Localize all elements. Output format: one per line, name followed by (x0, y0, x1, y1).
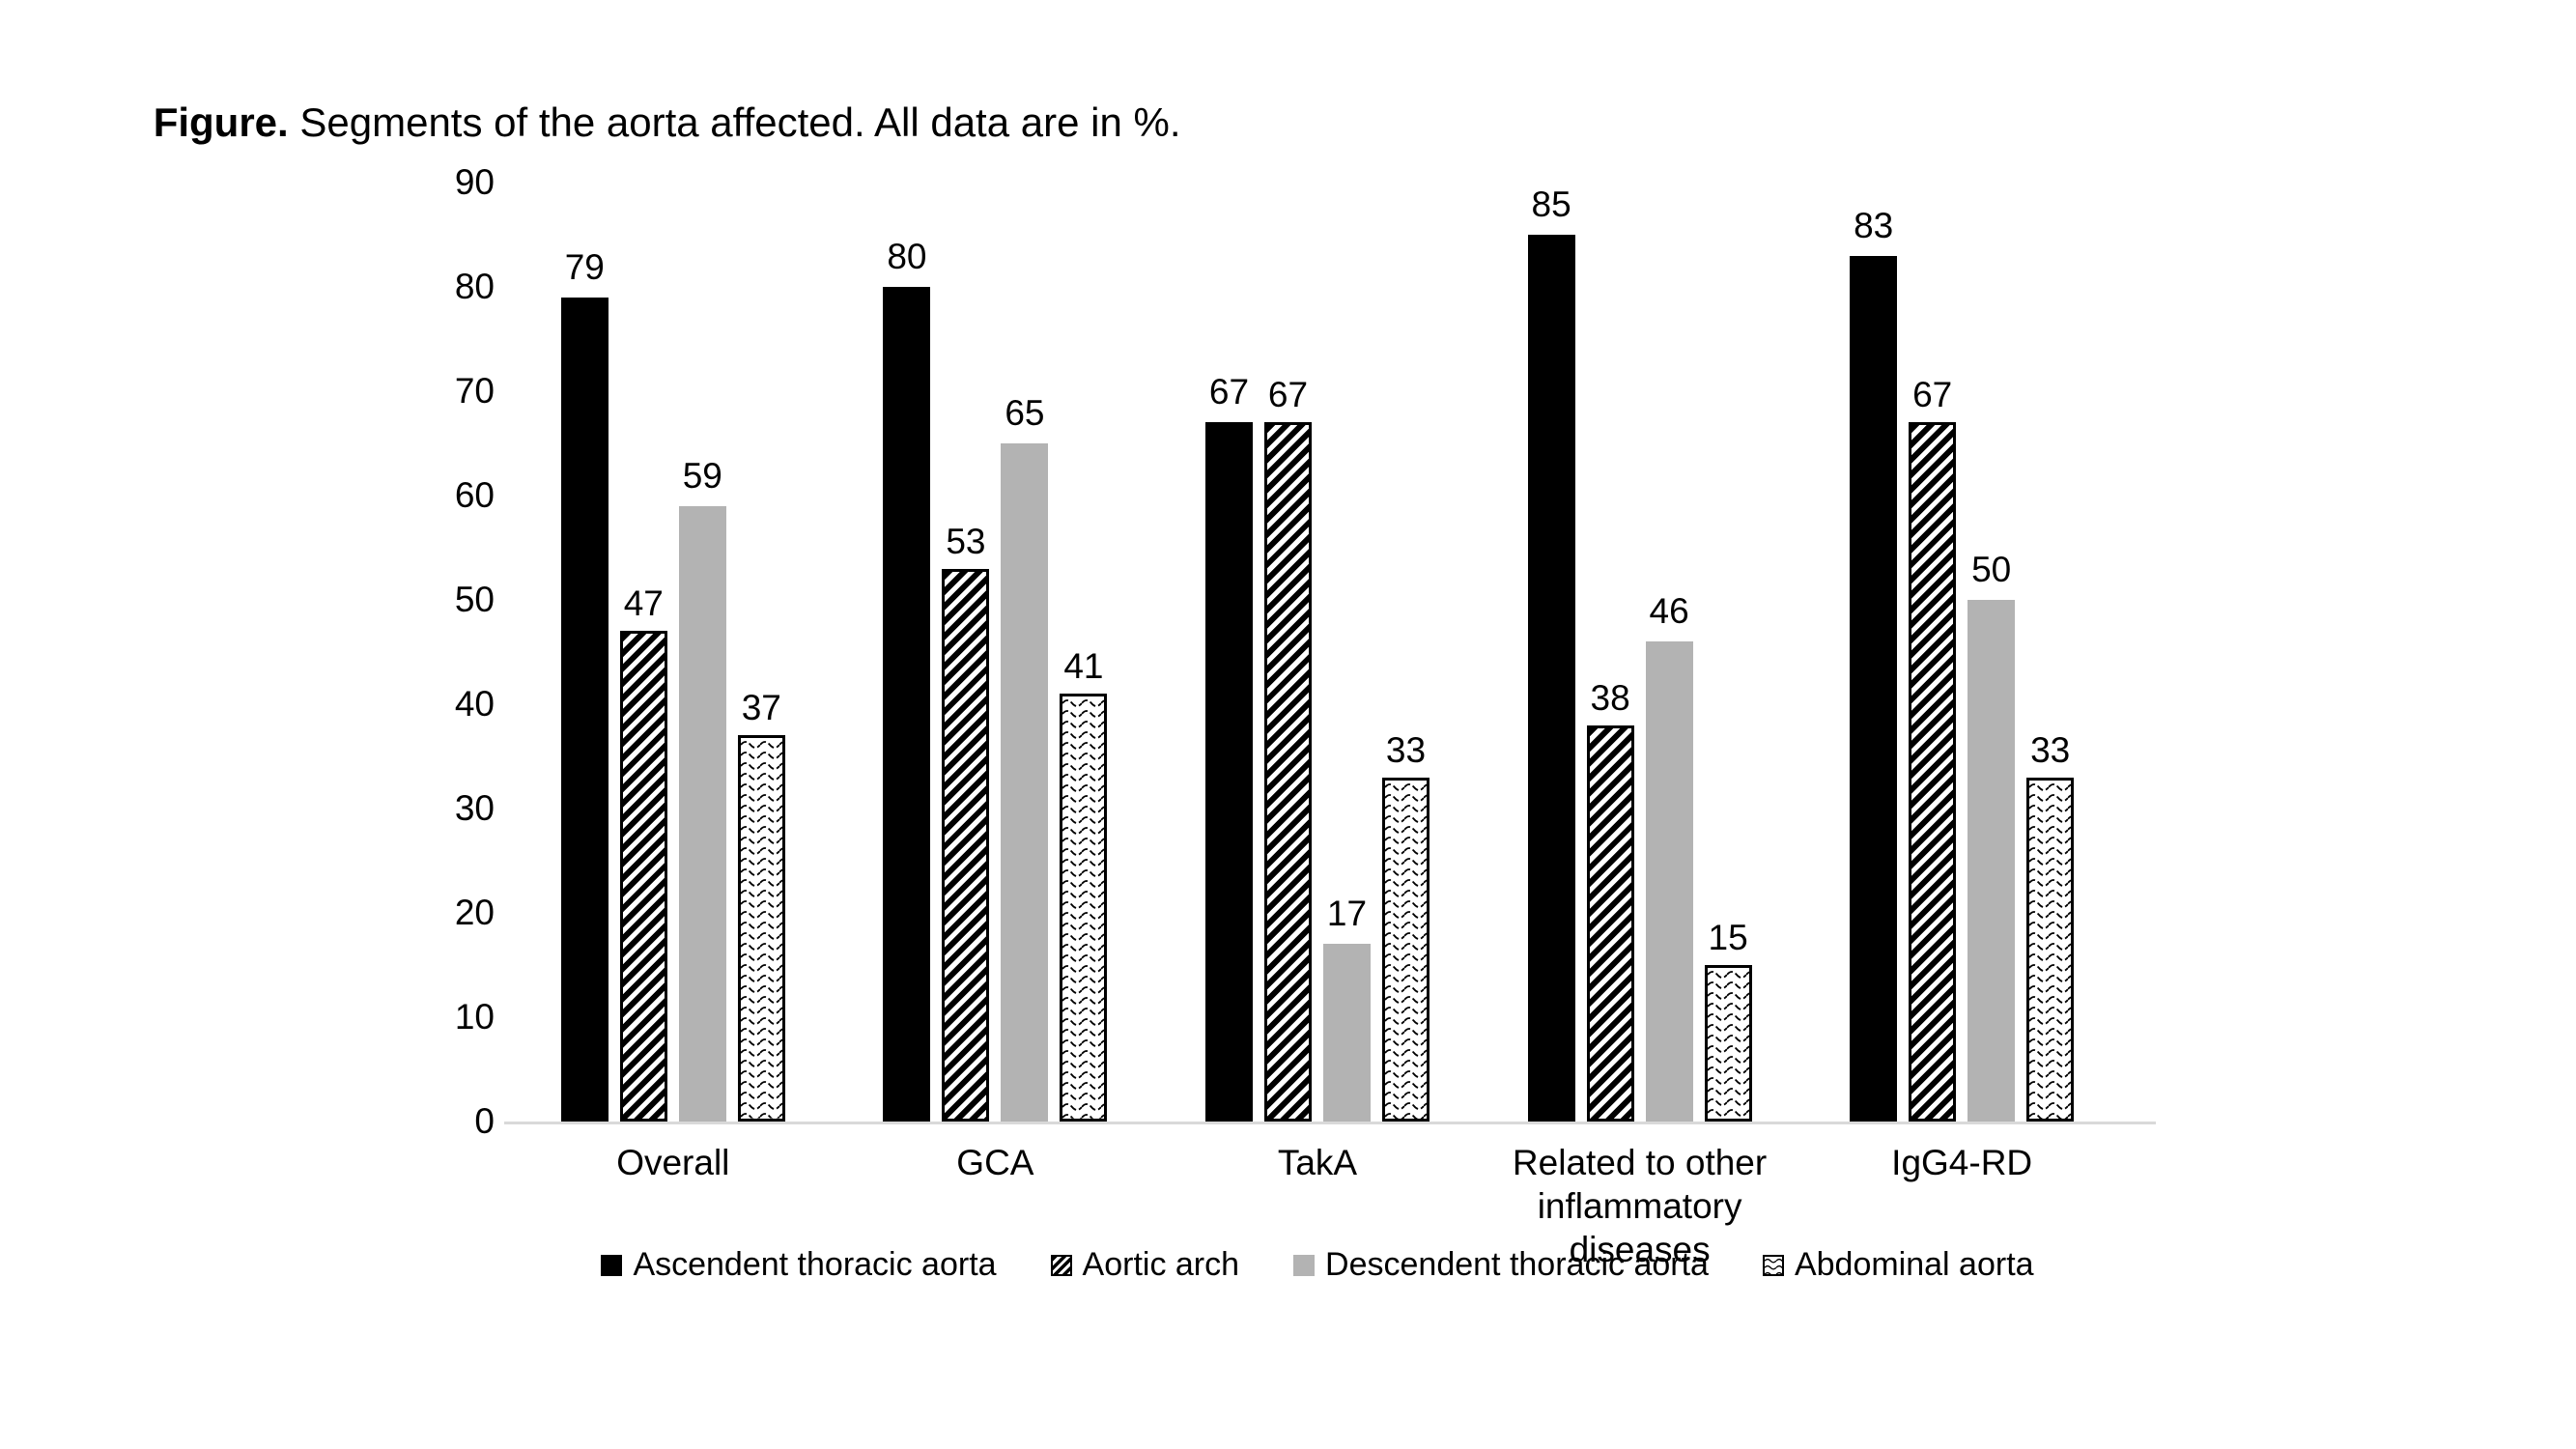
y-axis: 0 10 20 30 40 50 60 70 80 90 (319, 162, 495, 1141)
bar-abdominal-aorta: 33 (2026, 730, 2075, 1122)
bar-value-label: 15 (1708, 918, 1748, 958)
y-tick-label: 70 (454, 371, 495, 411)
bar-aortic-arch: 53 (942, 522, 990, 1122)
bar-aortic-arch: 38 (1586, 678, 1634, 1122)
bar-value-label: 79 (564, 246, 605, 287)
bar-ascendent-thoracic-aorta: 79 (560, 247, 609, 1122)
bar-value-label: 50 (1971, 550, 2012, 589)
y-tick-label: 20 (454, 893, 495, 932)
bar-value-label: 85 (1531, 185, 1571, 224)
figure-caption: Figure. Segments of the aorta affected. … (108, 50, 1181, 196)
bar-value-label: 67 (1208, 372, 1250, 412)
bar-value-label: 65 (1005, 393, 1045, 433)
y-tick-label: 60 (454, 474, 495, 515)
bar-aortic-arch: 47 (619, 583, 667, 1122)
bar-abdominal-aorta: 37 (737, 688, 785, 1122)
y-tick-label: 40 (454, 684, 495, 724)
legend-label: Abdominal aorta (1794, 1246, 2034, 1283)
y-tick-label: 0 (474, 1101, 495, 1141)
legend-marker-wavy (1762, 1254, 1784, 1276)
wavy-pattern-fill (1384, 780, 1427, 1119)
wavy-pattern-fill (2029, 780, 2072, 1119)
bar-abdominal-aorta: 33 (1381, 730, 1430, 1122)
wavy-pattern-fill (1707, 968, 1749, 1119)
figure-caption-label: Figure. (153, 99, 289, 146)
bar-ascendent-thoracic-aorta: 80 (883, 237, 931, 1122)
bar-descendent-thoracic-aorta: 65 (1001, 393, 1049, 1122)
category-label-taka: TakA (1277, 1143, 1358, 1182)
category-label-gca: GCA (956, 1143, 1034, 1182)
legend-marker-solid-gray (1293, 1254, 1316, 1276)
bar-group-taka: 67 67 17 33 (1204, 183, 1430, 1122)
wavy-pattern-fill (1764, 1256, 1782, 1274)
legend-label: Aortic arch (1082, 1246, 1240, 1283)
bar-value-label: 33 (1385, 729, 1427, 770)
bar-descendent-thoracic-aorta: 50 (1967, 550, 2016, 1122)
bar-ascendent-thoracic-aorta: 85 (1527, 185, 1575, 1122)
bar-group-overall: 79 47 59 37 (560, 183, 785, 1122)
bar-group-igg4-rd: 83 67 50 33 (1850, 183, 2075, 1122)
bar-value-label: 46 (1649, 591, 1689, 632)
bar-abdominal-aorta: 15 (1704, 918, 1752, 1122)
bar-group-gca: 80 53 65 41 (883, 183, 1108, 1122)
category-label-overall: Overall (616, 1143, 730, 1182)
y-tick-label: 90 (454, 162, 495, 202)
legend-item-ascendent-thoracic-aorta: Ascendent thoracic aorta (601, 1246, 997, 1284)
bar-value-label: 33 (2030, 729, 2071, 770)
wavy-pattern-fill (740, 738, 782, 1119)
bar-descendent-thoracic-aorta: 46 (1645, 591, 1693, 1122)
bar-descendent-thoracic-aorta: 17 (1322, 894, 1371, 1122)
bar-aortic-arch: 67 (1263, 375, 1312, 1122)
bar-value-label: 80 (887, 237, 927, 276)
x-axis-labels: Overall GCA TakA Related to other inflammat… (512, 1141, 2123, 1271)
legend-item-abdominal-aorta: Abdominal aorta (1762, 1246, 2034, 1284)
bar-descendent-thoracic-aorta: 59 (678, 456, 726, 1122)
legend-marker-solid-black (601, 1254, 623, 1276)
category-label-related-to-other-inflammatory-diseases: Related to other inflammatory diseases (1512, 1143, 1768, 1270)
bar-value-label: 41 (1063, 646, 1104, 687)
bar-aortic-arch: 67 (1909, 375, 1957, 1122)
legend-label: Descendent thoracic aorta (1325, 1246, 1709, 1283)
x-axis-line (504, 1122, 2156, 1124)
category-label-igg4-rd: IgG4-RD (1891, 1143, 2033, 1182)
legend-label: Ascendent thoracic aorta (633, 1246, 997, 1283)
bar-value-label: 83 (1854, 205, 1894, 245)
y-tick-label: 10 (454, 997, 495, 1037)
bar-value-label: 47 (623, 583, 664, 624)
y-tick-label: 30 (454, 787, 495, 828)
legend-item-descendent-thoracic-aorta: Descendent thoracic aorta (1293, 1246, 1709, 1284)
bar-abdominal-aorta: 41 (1060, 646, 1108, 1122)
bar-value-label: 17 (1326, 894, 1368, 934)
bar-value-label: 67 (1912, 375, 1953, 415)
y-tick-label: 80 (454, 267, 495, 306)
legend-item-aortic-arch: Aortic arch (1050, 1246, 1240, 1284)
bar-value-label: 67 (1267, 375, 1309, 415)
wavy-pattern-fill (1062, 696, 1105, 1119)
bar-value-label: 59 (682, 455, 722, 496)
figure-caption-text: Segments of the aorta affected. All data… (288, 99, 1181, 146)
bar-ascendent-thoracic-aorta: 67 (1204, 372, 1253, 1122)
bar-value-label: 37 (741, 688, 781, 728)
legend: Ascendent thoracic aorta Aortic arch Desce… (512, 1246, 2123, 1284)
bar-value-label: 38 (1590, 677, 1630, 718)
bar-value-label: 53 (946, 521, 986, 561)
legend-marker-diagonal-hatch (1050, 1254, 1072, 1276)
y-tick-label: 50 (454, 580, 495, 619)
plot-area: 79 47 59 37 80 53 65 41 67 67 17 33 85 38 46 15 83 67 50 33 (504, 183, 2156, 1124)
bar-ascendent-thoracic-aorta: 83 (1850, 206, 1898, 1122)
bar-group-related-to-other-inflammatory-diseases: 85 38 46 15 (1527, 183, 1752, 1122)
